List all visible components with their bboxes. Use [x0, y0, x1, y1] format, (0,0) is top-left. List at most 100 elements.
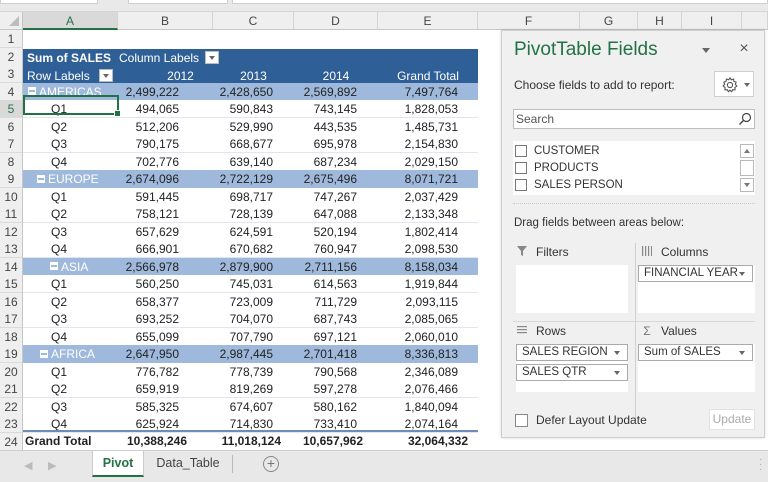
rows-field-sales-qtr[interactable]: SALES QTR [516, 364, 628, 381]
quarter-value[interactable]: 819,269 [229, 382, 273, 396]
quarter-value[interactable]: 2,076,466 [404, 382, 458, 396]
scroll-thumb[interactable] [740, 160, 754, 176]
field-item-products[interactable]: PRODUCTS [515, 159, 599, 177]
sheet-tab-pivot[interactable]: Pivot [92, 451, 144, 477]
quarter-value[interactable]: 2,074,164 [404, 417, 458, 431]
quarter-value[interactable]: 776,782 [135, 364, 179, 379]
quarter-value[interactable]: 697,121 [313, 329, 357, 344]
quarter-value[interactable]: 614,563 [313, 277, 357, 291]
scroll-up-icon[interactable] [740, 144, 754, 158]
chevron-down-icon[interactable] [614, 371, 620, 375]
search-icon[interactable] [738, 112, 752, 126]
column-labels-cell[interactable]: Column Labels [118, 49, 228, 67]
quarter-label[interactable]: Q2 [51, 207, 68, 221]
field-list-scrollbar[interactable] [740, 144, 754, 192]
region-label-cell[interactable]: EUROPE [23, 170, 118, 188]
field-checkbox[interactable] [515, 162, 527, 174]
pane-options-dropdown-icon[interactable] [702, 48, 710, 53]
update-button[interactable]: Update [709, 409, 755, 430]
quarter-label[interactable]: Q1 [51, 102, 68, 116]
field-checkbox[interactable] [515, 179, 527, 191]
column-header-a[interactable]: A [23, 12, 118, 30]
quarter-value[interactable]: 2,133,348 [404, 207, 458, 221]
quarter-label[interactable]: Q1 [51, 277, 68, 291]
quarter-value[interactable]: 625,924 [135, 417, 179, 431]
quarter-label[interactable]: Q2 [51, 119, 68, 134]
quarter-value[interactable]: 2,037,429 [404, 189, 458, 204]
defer-layout-update[interactable]: Defer Layout Update [515, 413, 647, 427]
column-header-e[interactable]: E [378, 12, 478, 30]
tools-button[interactable] [714, 71, 754, 97]
quarter-label[interactable]: Q3 [51, 224, 68, 239]
collapse-icon[interactable] [28, 87, 36, 96]
quarter-label[interactable]: Q3 [51, 399, 68, 414]
collapse-icon[interactable] [40, 349, 48, 358]
quarter-value[interactable]: 778,739 [229, 364, 273, 379]
quarter-label[interactable]: Q4 [51, 329, 68, 344]
quarter-value[interactable]: 2,029,150 [404, 154, 458, 169]
quarter-value[interactable]: 597,278 [313, 382, 357, 396]
quarter-value[interactable]: 591,445 [135, 189, 179, 204]
row-header-15[interactable]: 15 [0, 275, 23, 293]
column-header-b[interactable]: B [118, 12, 213, 30]
column-header-c[interactable]: C [213, 12, 294, 30]
quarter-value[interactable]: 590,843 [229, 102, 273, 116]
quarter-value[interactable]: 443,535 [313, 119, 357, 134]
quarter-value[interactable]: 687,743 [313, 312, 357, 326]
quarter-value[interactable]: 695,978 [313, 137, 357, 151]
region-label-cell[interactable]: ASIA [23, 258, 118, 276]
quarter-value[interactable]: 659,919 [135, 382, 179, 396]
row-header-21[interactable]: 21 [0, 380, 23, 398]
quarter-value[interactable]: 733,410 [313, 417, 357, 431]
quarter-value[interactable]: 743,145 [313, 102, 357, 116]
row-header-20[interactable]: 20 [0, 362, 23, 381]
quarter-label[interactable]: Q2 [51, 382, 68, 396]
quarter-value[interactable]: 674,607 [229, 399, 273, 414]
field-checkbox[interactable] [515, 145, 527, 157]
quarter-value[interactable]: 1,919,844 [404, 277, 458, 291]
row-header-18[interactable]: 18 [0, 327, 23, 346]
quarter-value[interactable]: 512,206 [135, 119, 179, 134]
column-header-f[interactable]: F [478, 12, 580, 30]
row-labels-filter-dropdown[interactable] [98, 69, 113, 83]
quarter-value[interactable]: 670,682 [229, 242, 273, 256]
chevron-down-icon[interactable] [739, 351, 745, 355]
quarter-value[interactable]: 624,591 [229, 224, 273, 239]
add-sheet-icon[interactable]: + [263, 456, 279, 472]
row-header-17[interactable]: 17 [0, 310, 23, 328]
row-header-5[interactable]: 5 [0, 100, 23, 118]
quarter-value[interactable]: 704,070 [229, 312, 273, 326]
row-header-19[interactable]: 19 [0, 345, 23, 363]
quarter-value[interactable]: 2,346,089 [404, 364, 458, 379]
columns-field-financial-year[interactable]: FINANCIAL YEAR [638, 265, 753, 282]
row-header-3[interactable]: 3 [0, 65, 23, 83]
region-label-cell[interactable]: AMERICAS [23, 83, 118, 101]
collapse-icon[interactable] [50, 262, 58, 271]
defer-checkbox[interactable] [515, 413, 528, 427]
quarter-label[interactable]: Q4 [51, 417, 68, 431]
quarter-label[interactable]: Q3 [51, 312, 68, 326]
quarter-value[interactable]: 585,325 [135, 399, 179, 414]
column-header-partial[interactable] [742, 12, 768, 30]
quarter-value[interactable]: 647,088 [313, 207, 357, 221]
quarter-value[interactable]: 687,234 [313, 154, 357, 169]
tab-scroll-left-icon[interactable]: ◀ [24, 460, 33, 472]
quarter-value[interactable]: 657,629 [135, 224, 179, 239]
row-header-4[interactable]: 4 [0, 82, 23, 101]
split-handle-icon[interactable]: · · · [759, 454, 763, 475]
row-header-12[interactable]: 12 [0, 222, 23, 241]
row-header-10[interactable]: 10 [0, 187, 23, 206]
quarter-value[interactable]: 714,830 [229, 417, 273, 431]
quarter-value[interactable]: 745,031 [229, 277, 273, 291]
quarter-value[interactable]: 666,901 [135, 242, 179, 256]
quarter-value[interactable]: 2,098,530 [404, 242, 458, 256]
field-item-customer[interactable]: CUSTOMER [515, 142, 600, 160]
row-header-23[interactable]: 23 [0, 415, 23, 433]
row-header-16[interactable]: 16 [0, 292, 23, 311]
quarter-value[interactable]: 639,140 [229, 154, 273, 169]
quarter-value[interactable]: 560,250 [135, 277, 179, 291]
quarter-label[interactable]: Q4 [51, 154, 68, 169]
quarter-value[interactable]: 494,065 [135, 102, 179, 116]
row-header-7[interactable]: 7 [0, 135, 23, 153]
column-labels-filter-dropdown[interactable] [205, 51, 220, 65]
